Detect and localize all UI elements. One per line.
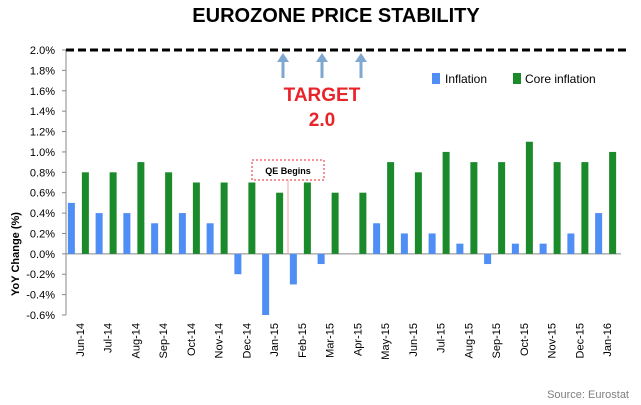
bar-inflation (539, 243, 547, 254)
bar-inflation (400, 233, 408, 254)
up-arrow-icon (277, 53, 289, 78)
legend-label-inflation: Inflation (445, 72, 487, 86)
x-tick-label: May-15 (380, 323, 392, 360)
y-tick-label: 0.6% (30, 188, 55, 200)
bar-series (67, 141, 617, 315)
target-label: TARGET (284, 85, 361, 106)
x-tick-label: Nov-15 (547, 323, 559, 358)
bar-inflation (123, 213, 131, 254)
bar-inflation (484, 253, 492, 265)
bar-core-inflation (609, 151, 617, 254)
bar-inflation (151, 223, 159, 254)
qe-annotation: QE Begins (251, 159, 325, 254)
bar-inflation (67, 202, 75, 254)
x-tick-label: Aug-14 (130, 323, 142, 358)
legend-label-core-inflation: Core inflation (525, 72, 596, 86)
x-tick-label: Jan-16 (602, 323, 614, 357)
y-tick-label: 0.0% (30, 249, 55, 261)
x-tick-label: Mar-15 (325, 323, 337, 358)
bar-inflation (373, 223, 381, 254)
x-tick-label: Feb-15 (297, 323, 309, 358)
bar-inflation (317, 253, 325, 265)
bar-inflation (428, 233, 436, 254)
legend-swatch-inflation (432, 73, 440, 84)
legend-swatch-core-inflation (513, 73, 521, 84)
bar-inflation (289, 253, 297, 285)
y-tick-label: 1.0% (30, 147, 55, 159)
x-tick-label: Oct-15 (519, 323, 531, 356)
y-tick-label: 1.6% (30, 86, 55, 98)
qe-annotation-label: QE Begins (265, 166, 311, 176)
bar-inflation (95, 213, 103, 254)
y-tick-label: 1.8% (30, 65, 55, 77)
bar-core-inflation (553, 162, 561, 254)
y-tick-label: -0.6% (26, 310, 55, 322)
source-note: Source: Eurostat (547, 389, 629, 401)
bar-inflation (595, 213, 603, 254)
bar-core-inflation (470, 162, 478, 254)
bar-inflation (262, 253, 270, 315)
y-tick-label: 0.4% (30, 208, 55, 220)
y-tick-label: -0.4% (26, 290, 55, 302)
x-tick-label: Apr-15 (352, 323, 364, 356)
y-axis-ticks: -0.6% -0.4% -0.2% 0.0% 0.2% 0.4% 0.6% 0.8% 1.0% 1… (26, 45, 66, 322)
bar-inflation (178, 213, 186, 254)
bar-inflation (456, 243, 464, 254)
target-arrows (277, 53, 367, 78)
target-value-label: 2.0 (309, 110, 335, 131)
bar-core-inflation (276, 192, 284, 254)
x-tick-label: Aug-15 (463, 323, 475, 358)
x-axis-ticks: Jun-14 Jul-14 Aug-14 Sep-14 Oct-14 Nov-14 Dec-… (75, 323, 614, 360)
bar-inflation (206, 223, 214, 254)
x-tick-label: Jun-14 (75, 323, 87, 357)
bar-core-inflation (220, 182, 228, 254)
bar-core-inflation (359, 192, 367, 254)
y-tick-label: 1.4% (30, 106, 55, 118)
y-tick-label: 0.8% (30, 167, 55, 179)
up-arrow-icon (355, 53, 367, 78)
bar-core-inflation (442, 151, 450, 254)
y-tick-label: 0.2% (30, 228, 55, 240)
bar-core-inflation (525, 141, 533, 254)
x-tick-label: Oct-14 (186, 323, 198, 356)
x-tick-label: Jun-15 (408, 323, 420, 357)
y-tick-label: 1.2% (30, 127, 55, 139)
up-arrow-icon (316, 53, 328, 78)
bar-core-inflation (414, 172, 422, 254)
x-tick-label: Jul-14 (103, 323, 115, 353)
bar-core-inflation (165, 172, 173, 254)
bar-core-inflation (581, 162, 589, 254)
x-tick-label: Dec-15 (574, 323, 586, 358)
y-tick-label: 2.0% (30, 45, 55, 57)
x-tick-label: Jan-15 (269, 323, 281, 357)
x-tick-label: Nov-14 (214, 323, 226, 358)
x-tick-label: Sep-14 (158, 323, 170, 358)
y-tick-label: -0.2% (26, 269, 55, 281)
x-tick-label: Jul-15 (436, 323, 448, 353)
bar-inflation (567, 233, 575, 254)
bar-core-inflation (248, 182, 256, 254)
bar-core-inflation (192, 182, 200, 254)
bar-inflation (511, 243, 519, 254)
bar-inflation (234, 253, 242, 275)
bar-core-inflation (137, 162, 145, 254)
bar-core-inflation (81, 172, 89, 254)
bar-core-inflation (109, 172, 117, 254)
y-axis-label: YoY Change (%) (10, 212, 22, 296)
bar-core-inflation (331, 192, 339, 254)
bar-core-inflation (387, 162, 395, 254)
x-tick-label: Dec-14 (241, 323, 253, 358)
chart-title: EUROZONE PRICE STABILITY (192, 5, 480, 27)
bar-core-inflation (303, 182, 311, 254)
bar-core-inflation (498, 162, 506, 254)
legend: Inflation Core inflation (432, 72, 596, 86)
x-tick-label: Sep-15 (491, 323, 503, 358)
